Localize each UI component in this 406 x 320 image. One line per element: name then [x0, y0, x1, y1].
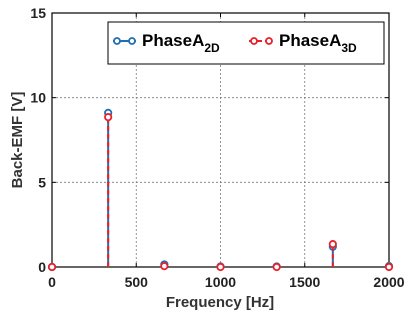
legend-marker-3d-end [265, 37, 273, 45]
legend-marker-2d-end [128, 37, 136, 45]
legend-name-3d: PhaseA [279, 31, 341, 50]
legend-sub-3d: 3D [341, 41, 357, 55]
stem-marker-3d [216, 262, 225, 272]
legend-marker-3d [250, 37, 258, 45]
x-tick-label: 1500 [289, 274, 320, 290]
stem-marker-3d [104, 113, 113, 122]
legend-box [107, 21, 385, 65]
stem-marker-3d [272, 262, 281, 272]
y-tick-label: 0 [38, 259, 46, 275]
stem-marker-3d [160, 262, 169, 271]
stem-marker-3d [47, 262, 57, 272]
legend-label-3d: PhaseA3D [279, 31, 357, 55]
legend-sub-2d: 2D [204, 41, 220, 55]
x-tick-label: 500 [125, 274, 149, 290]
legend-label-2d: PhaseA2D [142, 31, 220, 55]
x-tick-label: 2000 [373, 274, 404, 290]
x-axis-label: Frequency [Hz] [166, 294, 274, 311]
x-tick-label: 0 [48, 274, 56, 290]
stems [47, 108, 394, 272]
y-axis-label: Back-EMF [V] [9, 92, 26, 189]
y-tick-label: 15 [30, 5, 46, 21]
y-tick-label: 10 [30, 90, 46, 106]
legend-name-2d: PhaseA [142, 31, 204, 50]
stem-marker-3d [328, 240, 337, 249]
stem-marker-3d [384, 262, 394, 272]
x-tick-label: 1000 [205, 274, 236, 290]
legend-marker-2d [113, 37, 121, 45]
legend: PhaseA2D PhaseA3D [107, 21, 385, 65]
y-tick-label: 5 [38, 174, 46, 190]
